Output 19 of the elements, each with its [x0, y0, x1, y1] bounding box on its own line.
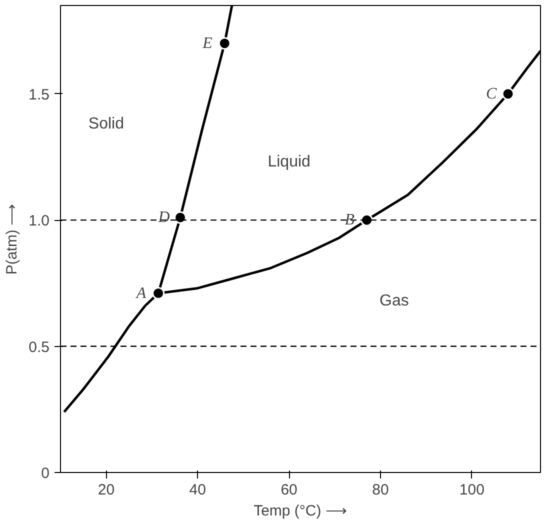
annotation: A	[135, 284, 146, 302]
x-axis-title: Temp (°C) ⟶	[254, 502, 348, 520]
x-tick-label: 100	[459, 482, 484, 498]
y-tick-label: 1.0	[28, 212, 50, 230]
annotation: D	[157, 209, 170, 226]
x-tick-label: 20	[98, 482, 115, 498]
x-tick-label: 40	[189, 482, 206, 498]
y-axis-title: P(atm) ⟶	[4, 203, 21, 275]
annotation: E	[202, 34, 213, 52]
annotation: Solid	[88, 116, 124, 133]
annotation: B	[344, 212, 355, 229]
annotation: Gas	[380, 292, 409, 310]
x-tick-label: 80	[372, 482, 389, 498]
x-tick-label: 60	[280, 482, 298, 498]
y-tick-label: 0	[41, 465, 50, 482]
y-tick-label: 0.5	[28, 338, 50, 356]
annotation: Liquid	[268, 154, 310, 171]
y-tick-label: 1.5	[28, 86, 50, 104]
annotation: C	[486, 85, 498, 102]
